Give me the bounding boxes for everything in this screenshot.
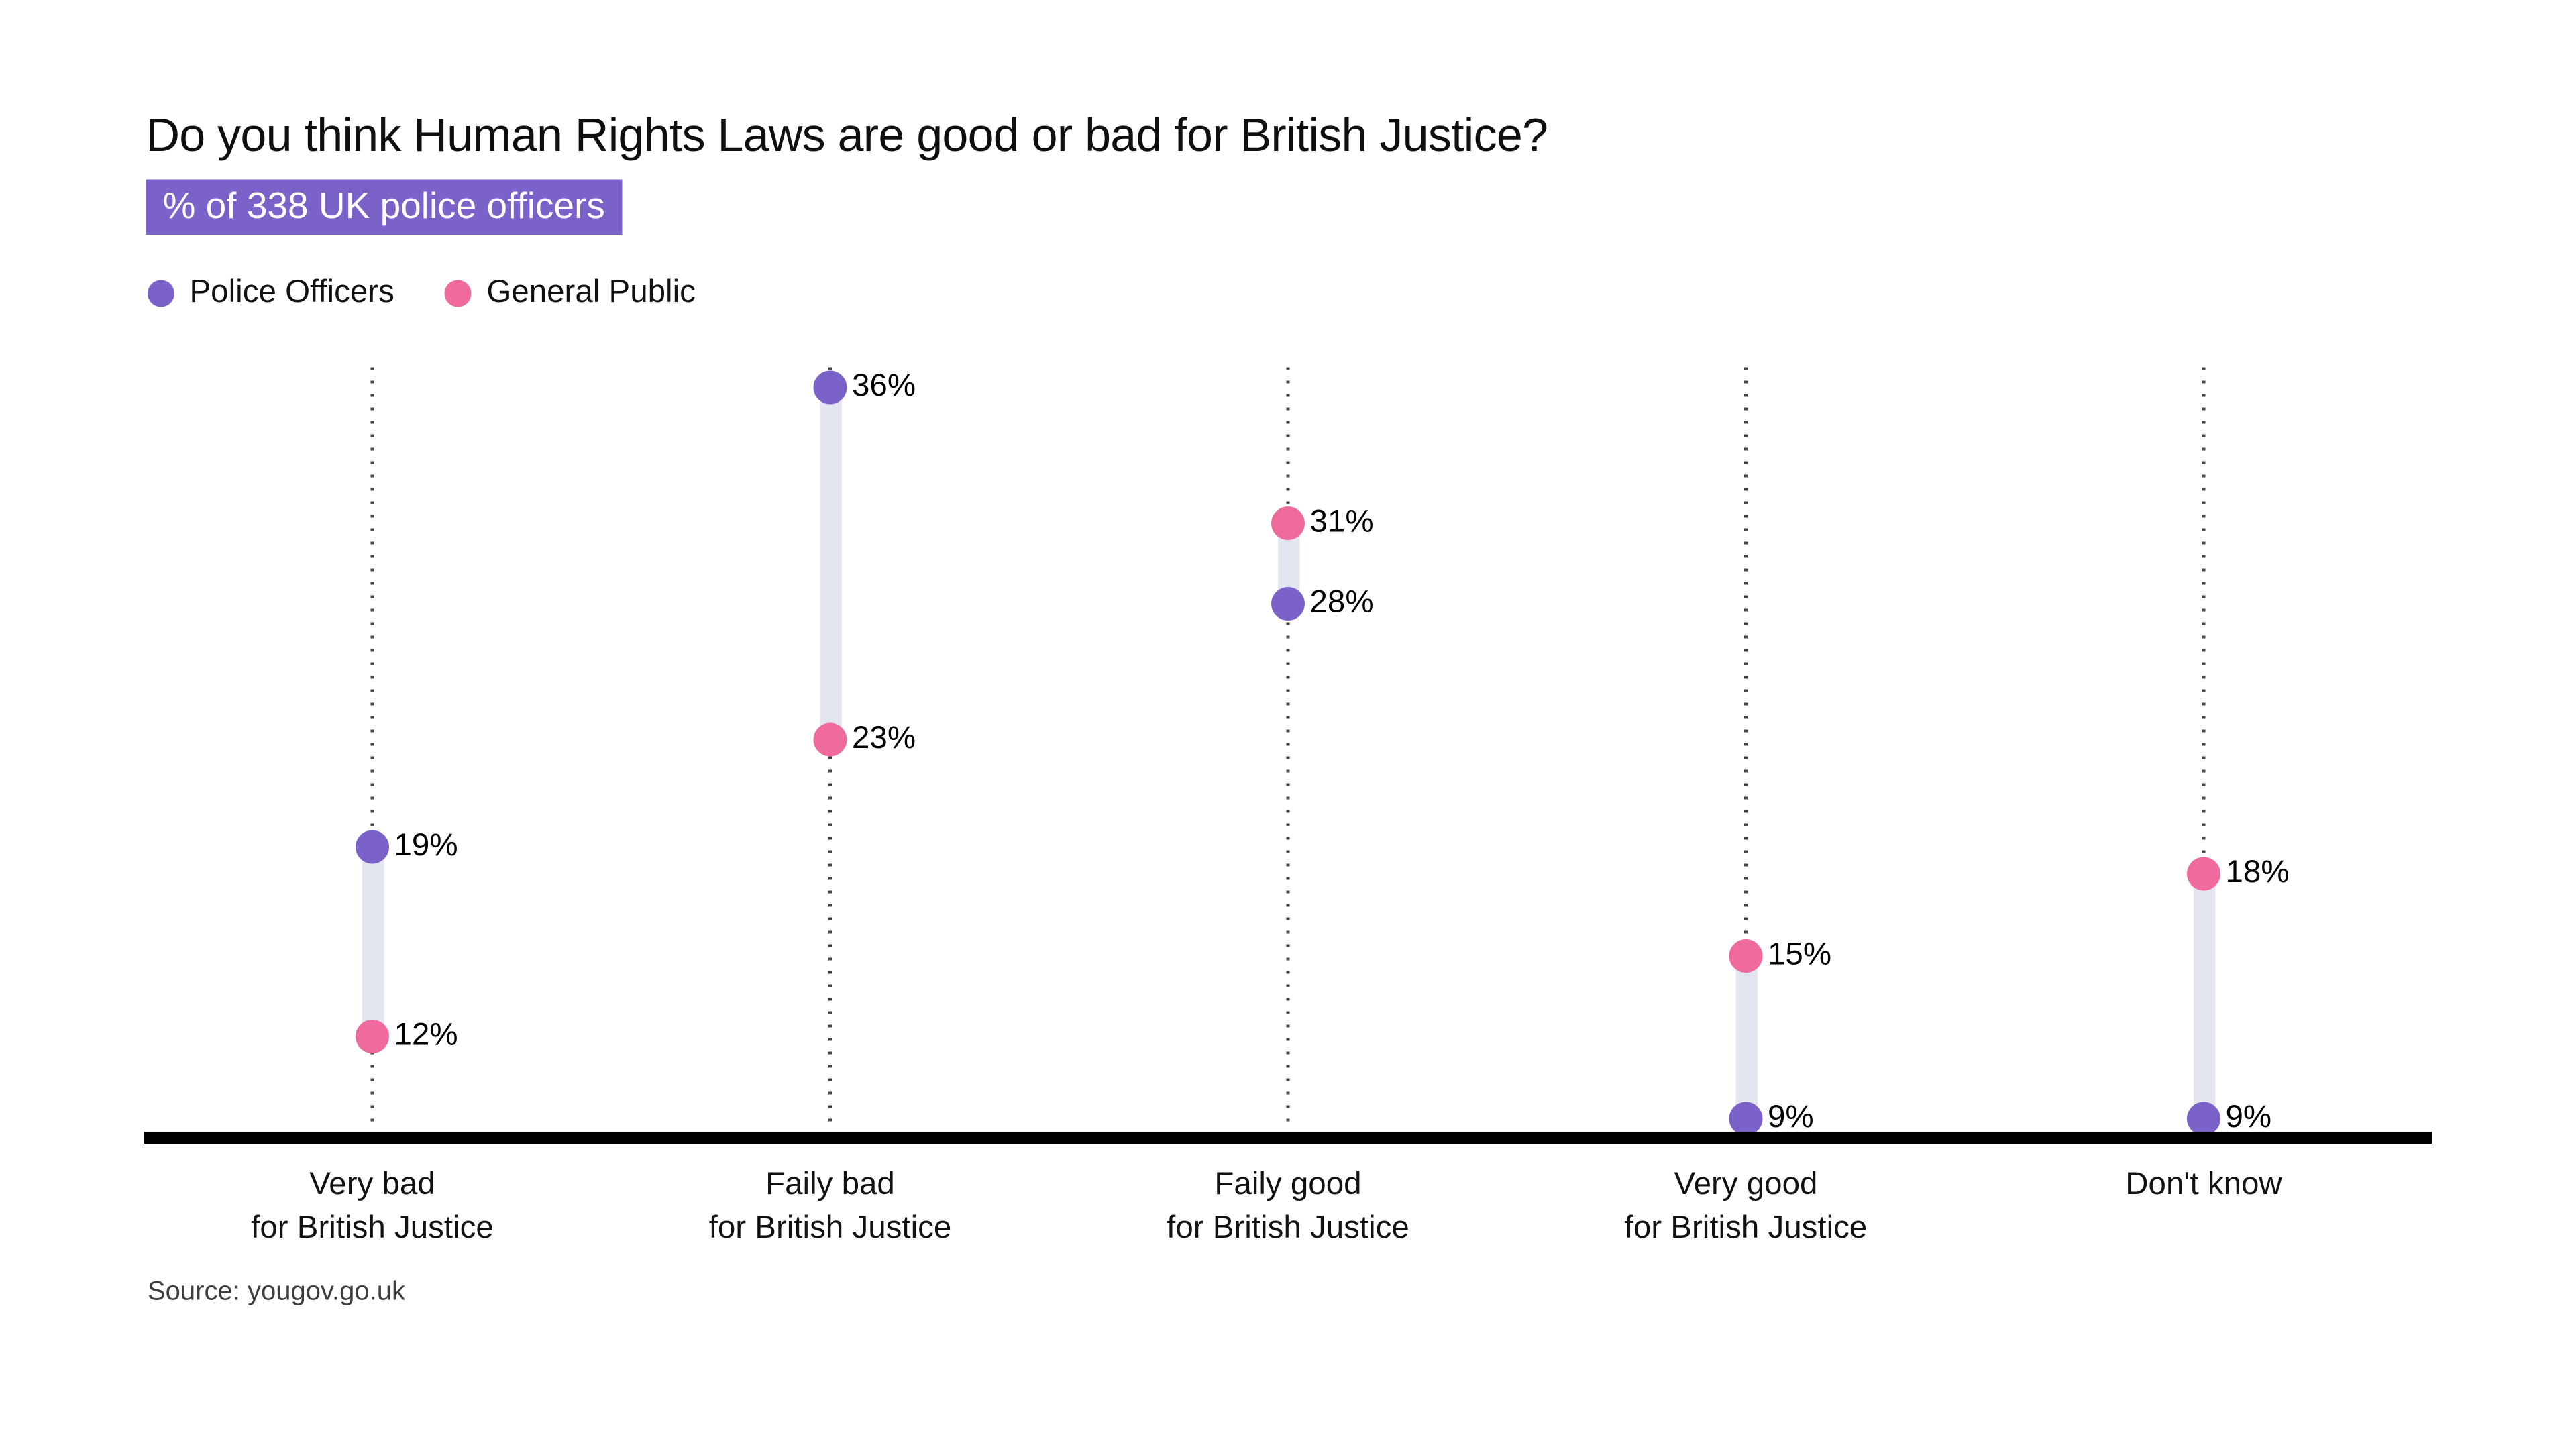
legend-item-police-officers: Police Officers — [148, 275, 394, 312]
category-label-line1: Very bad — [309, 1167, 435, 1203]
category-label-faily-bad: Faily bad for British Justice — [629, 1164, 1032, 1251]
category-label-line2: for British Justice — [251, 1211, 494, 1246]
source-note: Source: yougov.go.uk — [148, 1278, 405, 1307]
subtitle-badge: % of 338 UK police officers — [146, 179, 622, 235]
value-label-general-public-faily-bad: 23% — [852, 720, 916, 756]
data-point-general-public-faily-bad — [813, 722, 847, 756]
data-point-police-officers-faily-good — [1271, 586, 1305, 621]
value-label-police-officers-don-t-know: 9% — [2225, 1099, 2272, 1135]
data-point-police-officers-very-bad — [356, 830, 389, 865]
legend-label: Police Officers — [189, 275, 394, 311]
category-gridline-very-good — [1744, 367, 1748, 1132]
category-label-line1: Faily bad — [765, 1167, 895, 1203]
value-label-police-officers-very-good: 9% — [1768, 1099, 1814, 1135]
category-label-line2: for British Justice — [708, 1211, 952, 1246]
legend-label: General Public — [486, 275, 696, 311]
x-axis-line — [144, 1132, 2432, 1144]
category-label-line1: Faily good — [1214, 1167, 1362, 1203]
category-label-line1: Don't know — [2125, 1167, 2282, 1203]
data-point-general-public-very-bad — [356, 1020, 389, 1054]
legend: Police Officers General Public — [148, 275, 696, 312]
general-public-dot-icon — [444, 280, 472, 307]
value-label-general-public-faily-good: 31% — [1309, 504, 1374, 539]
data-point-police-officers-very-good — [1729, 1101, 1763, 1135]
category-label-line1: Very good — [1674, 1167, 1818, 1203]
category-label-line2: for British Justice — [1624, 1211, 1868, 1246]
value-label-police-officers-faily-bad: 36% — [852, 368, 916, 404]
category-label-line2: for British Justice — [1167, 1211, 1409, 1246]
chart-title: Do you think Human Rights Laws are good … — [146, 109, 1548, 162]
data-point-general-public-faily-good — [1271, 505, 1305, 539]
category-gridline-don-t-know — [2202, 367, 2206, 1132]
police-officers-dot-icon — [148, 280, 174, 307]
connector-band-faily-bad — [819, 386, 841, 739]
value-label-police-officers-faily-good: 28% — [1309, 585, 1374, 621]
connector-band-very-bad — [361, 847, 384, 1037]
connector-band-very-good — [1735, 955, 1757, 1118]
category-gridline-very-bad — [370, 367, 374, 1132]
value-label-police-officers-very-bad: 19% — [394, 828, 458, 865]
value-label-general-public-very-bad: 12% — [394, 1018, 458, 1054]
category-label-don-t-know: Don't know — [2002, 1164, 2405, 1208]
category-label-very-bad: Very bad for British Justice — [171, 1164, 574, 1251]
legend-item-general-public: General Public — [444, 275, 696, 312]
category-gridline-faily-good — [1286, 367, 1290, 1132]
value-label-general-public-very-good: 15% — [1768, 937, 1832, 973]
category-label-very-good: Very good for British Justice — [1545, 1164, 1947, 1251]
data-point-police-officers-faily-bad — [813, 370, 847, 404]
connector-band-don-t-know — [2192, 874, 2215, 1118]
data-point-police-officers-don-t-know — [2187, 1101, 2220, 1135]
data-point-general-public-very-good — [1729, 938, 1763, 973]
data-point-general-public-don-t-know — [2187, 857, 2220, 892]
category-label-faily-good: Faily good for British Justice — [1087, 1164, 1489, 1251]
value-label-general-public-don-t-know: 18% — [2225, 856, 2290, 892]
